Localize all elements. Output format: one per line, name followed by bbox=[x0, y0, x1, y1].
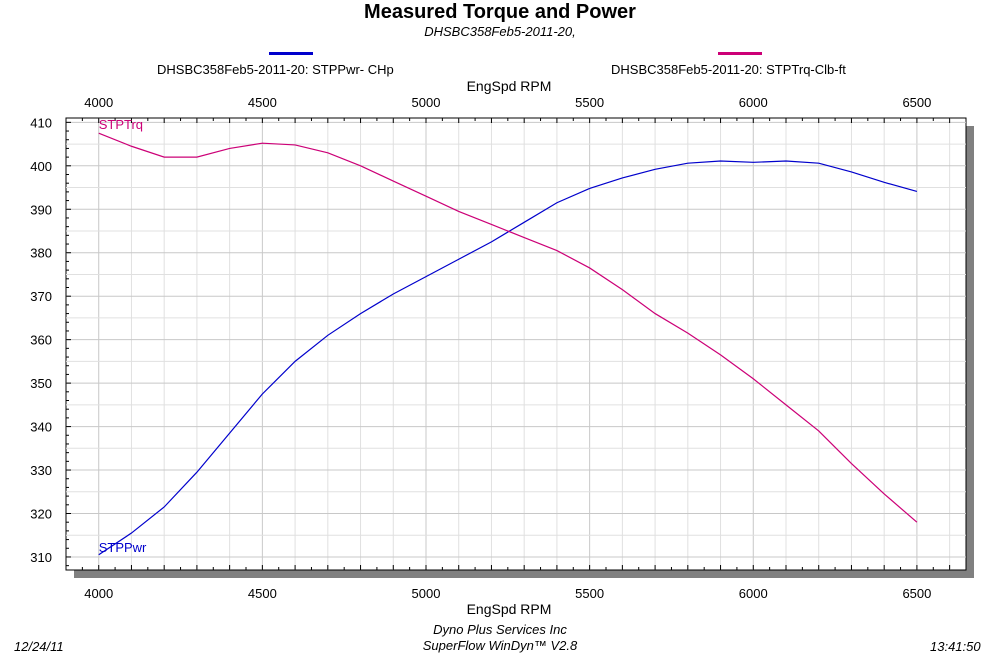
footer-time: 13:41:50 bbox=[930, 639, 981, 654]
series-line-torque bbox=[98, 132, 918, 523]
y-tick-label: 380 bbox=[30, 246, 52, 261]
legend-swatch-torque bbox=[718, 52, 762, 55]
footer-date: 12/24/11 bbox=[14, 639, 64, 654]
legend-label-power: DHSBC358Feb5-2011-20: STPPwr- CHp bbox=[157, 62, 394, 77]
chart-subtitle: DHSBC358Feb5-2011-20, bbox=[424, 24, 576, 39]
y-tick-label: 340 bbox=[30, 420, 52, 435]
x-tick-label-bottom: 5000 bbox=[412, 586, 441, 601]
x-tick-label-top: 5500 bbox=[575, 95, 604, 110]
plot-area bbox=[65, 117, 967, 571]
series-line-power bbox=[98, 160, 918, 556]
footer-software: SuperFlow WinDyn™ V2.8 bbox=[422, 638, 578, 653]
legend-label-torque: DHSBC358Feb5-2011-20: STPTrq-Clb-ft bbox=[611, 62, 846, 77]
x-tick-label-bottom: 5500 bbox=[575, 586, 604, 601]
x-tick-label-top: 6000 bbox=[739, 95, 768, 110]
x-tick-label-top: 4500 bbox=[248, 95, 277, 110]
x-axis-title-top: EngSpd RPM bbox=[466, 78, 552, 94]
x-tick-label-bottom: 4500 bbox=[248, 586, 277, 601]
series-label-torque: STPTrq bbox=[99, 117, 143, 132]
legend-swatch-power bbox=[269, 52, 313, 55]
x-tick-label-bottom: 6500 bbox=[902, 586, 931, 601]
x-tick-label-bottom: 6000 bbox=[739, 586, 768, 601]
y-tick-label: 350 bbox=[30, 376, 52, 391]
chart-title: Measured Torque and Power bbox=[364, 1, 636, 23]
y-tick-label: 310 bbox=[30, 550, 52, 565]
series-label-power: STPPwr bbox=[99, 540, 147, 555]
x-axis-title: EngSpd RPM bbox=[466, 601, 552, 617]
y-tick-label: 360 bbox=[30, 333, 52, 348]
y-tick-label: 370 bbox=[30, 289, 52, 304]
y-tick-label: 410 bbox=[30, 115, 52, 130]
x-tick-label-top: 5000 bbox=[412, 95, 441, 110]
y-tick-label: 320 bbox=[30, 507, 52, 522]
plot-shadow-bottom bbox=[74, 570, 974, 578]
y-tick-label: 330 bbox=[30, 463, 52, 478]
x-tick-label-top: 4000 bbox=[84, 95, 113, 110]
y-tick-label: 390 bbox=[30, 202, 52, 217]
plot-shadow-right bbox=[966, 126, 974, 578]
footer-company: Dyno Plus Services Inc bbox=[433, 622, 567, 637]
x-tick-label-bottom: 4000 bbox=[84, 586, 113, 601]
y-tick-label: 400 bbox=[30, 159, 52, 174]
x-tick-label-top: 6500 bbox=[902, 95, 931, 110]
